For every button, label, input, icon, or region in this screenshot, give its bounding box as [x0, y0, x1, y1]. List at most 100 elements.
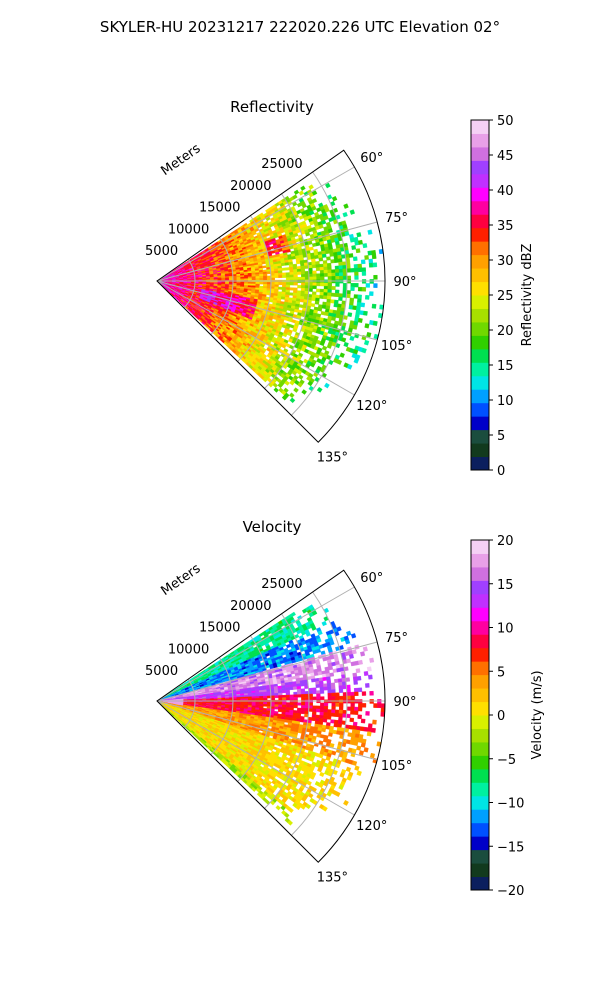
- field-cell: [323, 296, 327, 300]
- field-cell: [334, 259, 338, 263]
- field-cell: [323, 264, 327, 268]
- velocity-field: [157, 605, 385, 826]
- field-cell: [330, 253, 334, 257]
- field-cell: [351, 245, 355, 249]
- field-cell: [313, 274, 317, 277]
- field-cell: [358, 295, 362, 299]
- reflectivity-title: Reflectivity: [230, 98, 314, 116]
- field-cell: [335, 269, 339, 273]
- field-cell: [286, 275, 290, 278]
- field-cell: [294, 283, 298, 286]
- field-cell: [373, 321, 378, 326]
- field-cell: [332, 286, 336, 289]
- field-cell: [344, 342, 349, 347]
- field-cell: [320, 273, 324, 276]
- field-cell: [309, 277, 313, 280]
- field-cell: [297, 285, 301, 288]
- field-cell: [294, 275, 298, 278]
- field-cell: [317, 277, 321, 280]
- field-cell: [338, 258, 342, 262]
- field-cell: [332, 273, 336, 276]
- field-cell: [297, 272, 301, 275]
- field-cell: [262, 266, 266, 269]
- field-cell: [252, 278, 256, 280]
- field-cell: [318, 308, 322, 312]
- field-cell: [248, 278, 252, 280]
- field-cell: [351, 287, 355, 291]
- field-cell: [275, 275, 279, 277]
- field-cell: [290, 398, 295, 403]
- field-cell: [281, 263, 285, 266]
- field-cell: [290, 270, 294, 273]
- field-cell: [244, 699, 248, 701]
- field-cell: [282, 268, 286, 271]
- field-cell: [322, 346, 327, 351]
- field-cell: [305, 277, 309, 280]
- field-cell: [371, 250, 375, 255]
- field-cell: [237, 699, 241, 701]
- radial-tick-label: 15000: [199, 201, 240, 216]
- field-cell: [365, 295, 369, 299]
- field-cell: [290, 288, 294, 291]
- field-cell: [317, 387, 322, 392]
- field-cell: [357, 302, 361, 306]
- field-cell: [343, 283, 347, 287]
- field-cell: [327, 293, 331, 297]
- reflectivity-panel: Reflectivity 60°75°90°105°120°135°500010…: [145, 98, 416, 465]
- field-cell: [350, 336, 355, 341]
- field-cell: [372, 254, 376, 259]
- field-cell: [355, 283, 359, 287]
- field-cell: [312, 265, 316, 268]
- field-cell: [357, 299, 361, 303]
- field-cell: [368, 230, 373, 235]
- field-cell: [293, 288, 297, 291]
- figure-suptitle: SKYLER-HU 20231217 222020.226 UTC Elevat…: [100, 18, 500, 36]
- field-cell: [358, 287, 362, 291]
- field-cell: [341, 337, 346, 342]
- field-cell: [279, 282, 283, 284]
- field-cell: [263, 282, 267, 284]
- field-cell: [286, 277, 290, 280]
- field-cell: [320, 277, 324, 280]
- field-cell: [301, 266, 305, 269]
- field-cell: [320, 267, 324, 270]
- field-cell: [322, 305, 326, 309]
- field-cell: [260, 282, 264, 284]
- field-cell: [340, 353, 345, 358]
- field-cell: [327, 296, 331, 300]
- field-cell: [281, 297, 285, 300]
- field-cell: [354, 264, 358, 268]
- field-cell: [274, 388, 279, 393]
- field-cell: [330, 300, 334, 304]
- field-cell: [358, 264, 362, 268]
- field-cell: [259, 276, 263, 278]
- field-cell: [244, 279, 248, 281]
- field-cell: [322, 254, 326, 258]
- field-cell: [373, 263, 377, 267]
- field-cell: [343, 212, 348, 217]
- field-cell: [301, 271, 305, 274]
- field-cell: [286, 285, 290, 288]
- field-cell: [285, 262, 289, 265]
- field-cell: [365, 323, 370, 328]
- field-cell: [369, 259, 373, 263]
- theta-tick-label: 105°: [381, 339, 412, 354]
- field-cell: [362, 268, 366, 272]
- field-cell: [328, 270, 332, 273]
- field-cell: [357, 232, 362, 237]
- field-cell: [233, 279, 237, 281]
- field-cell: [305, 283, 309, 286]
- field-cell: [275, 282, 279, 284]
- field-cell: [293, 269, 297, 272]
- field-cell: [320, 264, 324, 267]
- field-cell: [237, 279, 241, 281]
- field-cell: [282, 273, 286, 276]
- field-cell: [301, 285, 305, 288]
- field-cell: [335, 290, 339, 294]
- field-cell: [311, 303, 315, 307]
- field-cell: [271, 282, 275, 284]
- theta-tick-label: 90°: [393, 275, 416, 290]
- field-cell: [324, 289, 328, 292]
- field-cell: [343, 272, 347, 276]
- field-cell: [298, 375, 303, 380]
